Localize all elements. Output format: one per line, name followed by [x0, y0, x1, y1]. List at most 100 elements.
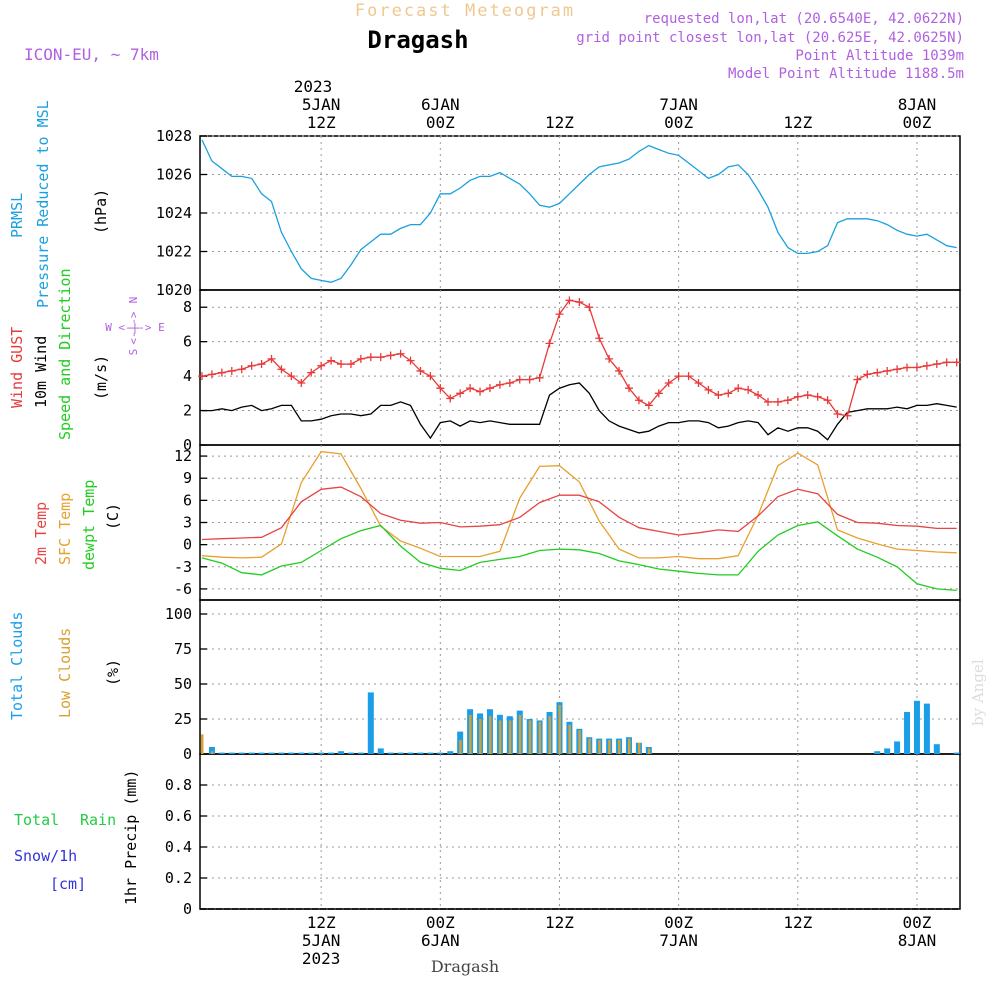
total-cloud-bar [367, 692, 374, 754]
compass-s: S [127, 349, 140, 356]
low-cloud-bar [627, 738, 631, 754]
y-tick-label: 0 [183, 436, 192, 454]
gust-point [585, 303, 594, 312]
label-ms: (m/s) [92, 355, 110, 400]
low-cloud-bar [210, 751, 214, 754]
top-date-label: 5JAN [302, 95, 341, 114]
y-tick-label: 100 [165, 605, 192, 623]
total-cloud-bar [874, 751, 881, 754]
top-hour-label: 00Z [903, 113, 932, 132]
y-tick-label: 1028 [156, 127, 192, 145]
label-hpa: (hPa) [92, 189, 110, 234]
gust-point [505, 379, 514, 387]
low-cloud-bar [508, 720, 512, 754]
compass-n: N [127, 297, 140, 304]
y-tick-label: 0.8 [165, 776, 192, 794]
y-tick-label: 0.4 [165, 838, 192, 856]
bottom-time-label: 12Z [307, 913, 336, 932]
top-date-label: 7JAN [659, 95, 698, 114]
low-cloud-bar [598, 740, 601, 754]
bottom-time-label: 12Z [545, 913, 574, 932]
low-cloud-bar [538, 721, 542, 754]
header-requested: requested lon,lat (20.6540E, 42.0622N) [644, 11, 964, 27]
total-cloud-bar [894, 741, 901, 754]
total-cloud-bar [347, 752, 354, 754]
gust-point [515, 375, 524, 384]
label-percent: (%) [104, 659, 122, 686]
total-cloud-bar [923, 703, 930, 754]
header-model-altitude: Model Point Altitude 1188.5m [728, 66, 964, 82]
low-cloud-bar [488, 716, 492, 754]
total-cloud-bar [407, 752, 414, 754]
y-tick-label: 25 [174, 710, 192, 728]
bottom-time-label: 00Z [903, 913, 932, 932]
total-cloud-bar [904, 712, 911, 754]
y-tick-label: 1024 [156, 204, 192, 222]
gust-point [565, 296, 574, 305]
y-tick-label: 9 [183, 469, 192, 487]
gust-point [376, 353, 385, 362]
bottom-time-label: 5JAN [302, 931, 341, 950]
label-rain: Rain [80, 811, 116, 829]
top-year-label: 2023 [294, 77, 333, 96]
header-point-altitude: Point Altitude 1039m [795, 48, 964, 64]
y-tick-label: 0 [183, 900, 192, 918]
gust-point [297, 379, 306, 387]
gust-point [485, 384, 494, 393]
gust-point [803, 391, 812, 400]
total-cloud-bar [437, 752, 444, 754]
top-hour-label: 00Z [664, 113, 693, 132]
total-cloud-bar [288, 752, 295, 754]
total-cloud-bar [218, 752, 225, 754]
gust-point [307, 368, 316, 377]
gust-point [843, 411, 852, 420]
total-cloud-bar [328, 752, 335, 754]
total-cloud-bar [377, 748, 384, 754]
total-cloud-bar [933, 744, 940, 754]
gust-point [466, 384, 475, 393]
gust-point [247, 361, 256, 370]
top-hour-label: 12Z [307, 113, 336, 132]
gust-point [277, 365, 286, 374]
gust-point [903, 363, 912, 372]
bottom-time-label: 7JAN [659, 931, 698, 950]
header-model: ICON-EU, ~ 7km [24, 45, 159, 64]
y-axis-ticks: 1020102210241026102802468-6-303691202550… [156, 127, 207, 918]
bottom-time-label: 00Z [664, 913, 693, 932]
top-date-label: 8JAN [898, 95, 937, 114]
low-cloud-bar [618, 740, 621, 754]
gust-point [337, 360, 346, 369]
gust-point [525, 375, 534, 384]
gust-point [237, 365, 246, 374]
y-tick-label: 50 [174, 675, 192, 693]
gust-point [535, 373, 544, 382]
y-tick-label: 8 [183, 298, 192, 316]
label-cm: [cm] [50, 875, 86, 893]
total-cloud-bar [228, 752, 235, 754]
gust-point [644, 401, 653, 410]
compass-ns-arrows: <-|-> [127, 311, 140, 344]
gust-point [912, 363, 921, 372]
gust-point [833, 410, 842, 418]
gust-line [201, 299, 957, 417]
gust-point [426, 372, 435, 381]
gust-point [436, 384, 445, 393]
gust-point [356, 354, 365, 363]
y-tick-label: 1020 [156, 281, 192, 299]
bottom-time-label: 12Z [783, 913, 812, 932]
low-cloud-bar [548, 716, 552, 754]
low-cloud-bar [479, 719, 482, 754]
total-cloud-bar [427, 752, 434, 754]
panel-wind [199, 289, 961, 446]
gust-point [674, 372, 683, 381]
gust-point [545, 339, 554, 348]
gust-point [575, 298, 584, 307]
gust-point [386, 351, 395, 360]
temp-2m-line [201, 486, 957, 541]
low-cloud-bar [498, 720, 502, 754]
gust-point [227, 366, 236, 375]
gust-point [714, 391, 723, 400]
gust-point [704, 385, 713, 394]
